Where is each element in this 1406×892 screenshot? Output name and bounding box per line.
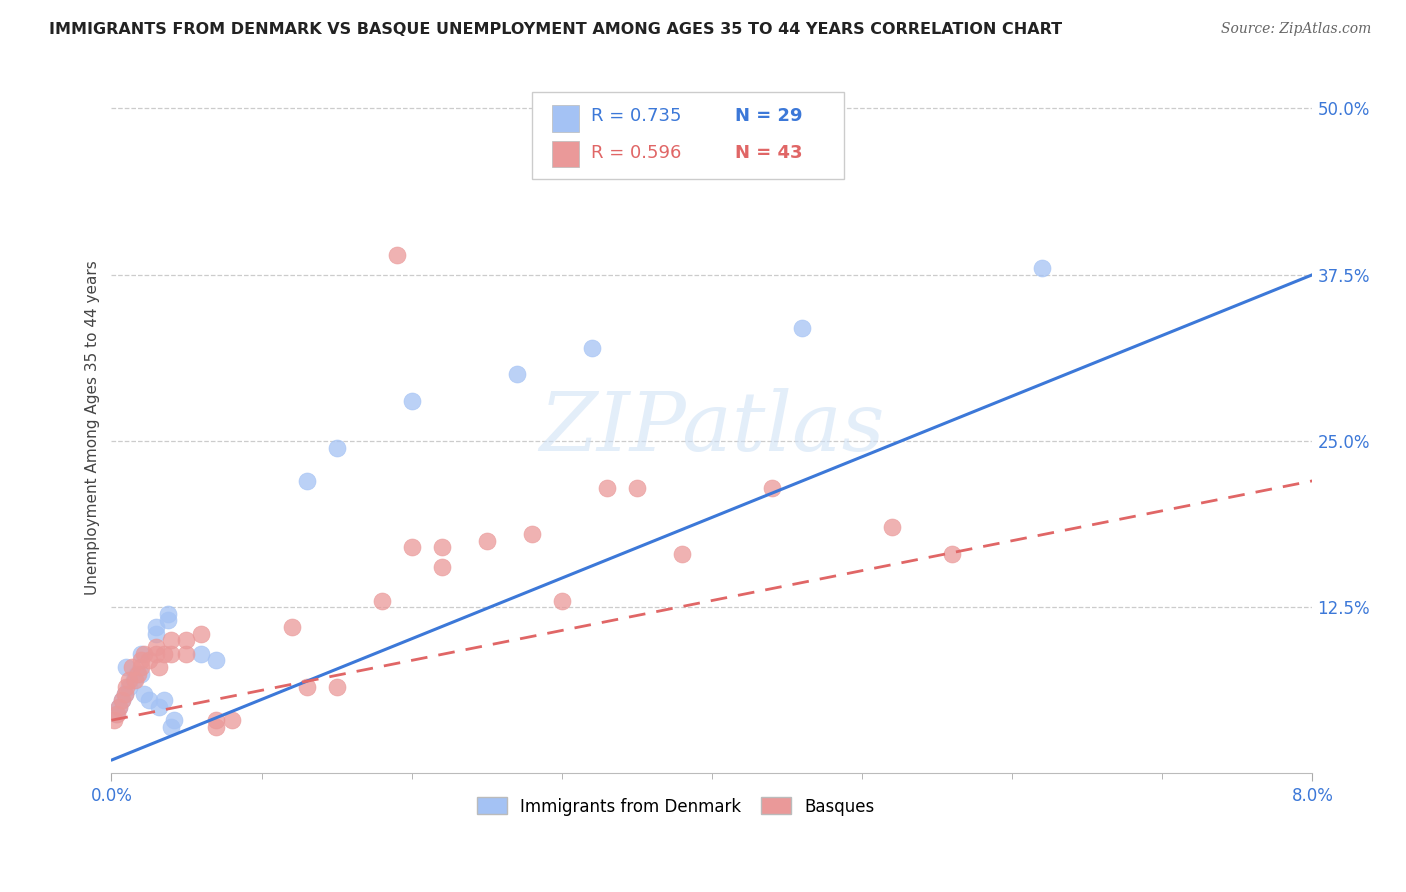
Point [108,700,131,714]
Point [205,720,228,734]
Point [107,706,129,721]
Point [160,633,183,648]
Point [148,660,170,674]
Point [153,647,176,661]
Point [134,687,156,701]
Point [118,673,141,688]
Text: Source: ZipAtlas.com: Source: ZipAtlas.com [1220,22,1371,37]
Point [401,541,423,555]
Point [430,560,453,574]
Point [671,547,693,561]
Point [108,700,131,714]
Point [111,693,134,707]
Point [145,647,167,661]
Point [160,647,183,661]
Point [145,640,167,654]
Legend: Immigrants from Denmark, Basques: Immigrants from Denmark, Basques [468,789,883,824]
Point [157,614,180,628]
Text: IMMIGRANTS FROM DENMARK VS BASQUE UNEMPLOYMENT AMONG AGES 35 TO 44 YEARS CORRELA: IMMIGRANTS FROM DENMARK VS BASQUE UNEMPL… [49,22,1063,37]
Point [114,687,136,701]
Point [520,527,543,541]
Point [125,666,148,681]
Point [103,713,125,727]
Point [581,341,603,355]
Text: ZIPatlas: ZIPatlas [538,388,884,467]
Point [280,620,302,634]
Point [325,680,347,694]
Point [385,248,408,262]
Point [761,481,783,495]
Point [124,673,146,688]
FancyBboxPatch shape [553,105,579,131]
Point [506,368,529,382]
Text: R = 0.596: R = 0.596 [591,144,681,162]
Point [114,687,136,701]
Point [134,647,156,661]
Y-axis label: Unemployment Among Ages 35 to 44 years: Unemployment Among Ages 35 to 44 years [86,260,100,595]
Point [176,633,198,648]
Point [121,660,143,674]
Point [163,713,186,727]
Point [131,666,153,681]
Point [115,680,138,694]
Point [205,653,228,667]
Point [430,541,453,555]
Point [221,713,243,727]
Point [626,481,648,495]
Point [790,321,813,335]
Point [145,620,167,634]
Point [370,593,392,607]
Point [325,441,347,455]
Point [127,666,149,681]
Point [115,660,138,674]
Point [190,647,212,661]
Point [401,394,423,409]
Point [596,481,619,495]
Point [205,713,228,727]
Point [190,627,212,641]
Point [153,693,176,707]
Point [131,660,153,674]
FancyBboxPatch shape [531,92,844,178]
Point [122,673,145,688]
Point [295,680,318,694]
Point [1031,261,1053,276]
Point [104,706,127,721]
Point [131,647,153,661]
Point [118,680,141,694]
Point [148,700,170,714]
Point [176,647,198,661]
Point [160,720,183,734]
Point [131,653,153,667]
Text: N = 43: N = 43 [735,144,803,162]
Point [880,520,903,534]
Point [551,593,574,607]
Point [295,474,318,488]
Point [138,693,160,707]
Point [145,627,167,641]
Text: R = 0.735: R = 0.735 [591,107,681,126]
Text: N = 29: N = 29 [735,107,803,126]
FancyBboxPatch shape [553,141,579,168]
Point [138,653,160,667]
Point [157,607,180,621]
Point [111,693,134,707]
Point [941,547,963,561]
Point [475,533,498,548]
